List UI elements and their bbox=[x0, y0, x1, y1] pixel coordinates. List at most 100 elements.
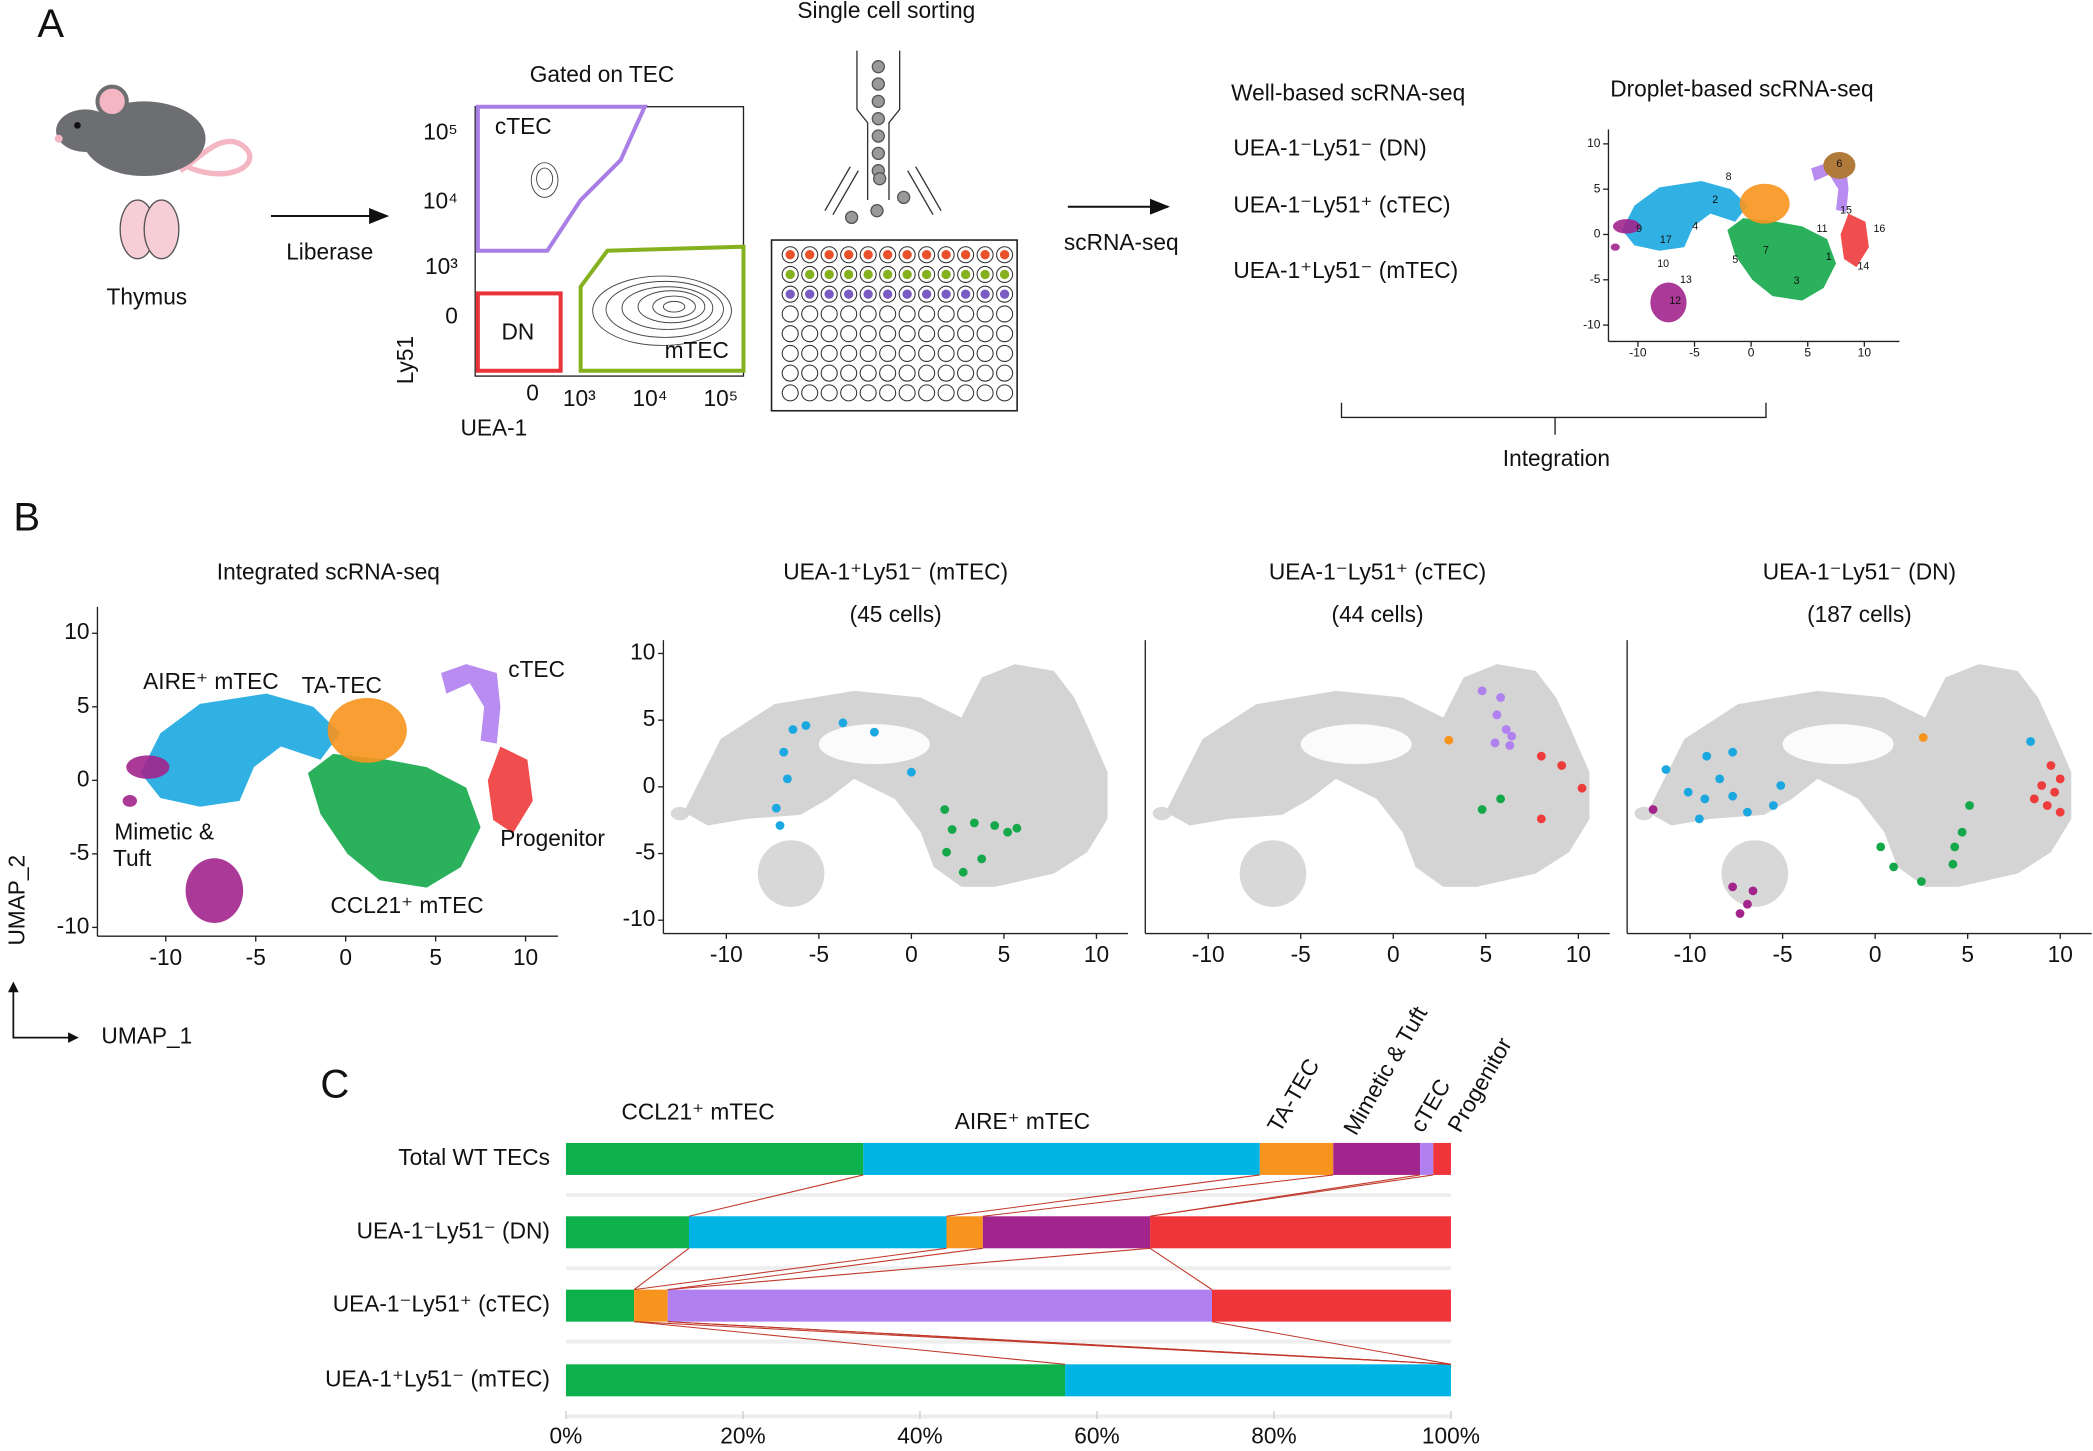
y-tick-label: 10⁴ bbox=[423, 188, 458, 214]
cell bbox=[902, 250, 912, 260]
cell-cloud bbox=[1647, 664, 2072, 887]
y-tick-label: -10 bbox=[57, 912, 90, 938]
cluster-label: Progenitor bbox=[500, 825, 605, 851]
well bbox=[898, 384, 916, 402]
well bbox=[957, 305, 975, 323]
series-label: TA-TEC bbox=[1262, 1054, 1325, 1136]
x-tick-label: 0 bbox=[905, 941, 918, 967]
connector bbox=[946, 1174, 1260, 1217]
well bbox=[820, 325, 838, 343]
y-tick-label: 5 bbox=[1594, 181, 1601, 195]
well bbox=[937, 325, 955, 343]
gate-label: cTEC bbox=[495, 113, 552, 139]
cluster-number: 3 bbox=[1794, 275, 1800, 287]
panel-subtitle: (187 cells) bbox=[1807, 601, 1912, 627]
well bbox=[801, 344, 819, 362]
well bbox=[859, 364, 877, 382]
cell bbox=[902, 289, 912, 299]
cell-point bbox=[2037, 781, 2047, 790]
bar-segment bbox=[1419, 1142, 1434, 1175]
droplet bbox=[871, 77, 885, 91]
series-label: AIRE⁺ mTEC bbox=[955, 1108, 1090, 1134]
y-tick-label: 5 bbox=[77, 692, 90, 718]
droplet bbox=[871, 146, 885, 161]
cell-point bbox=[958, 867, 968, 877]
cell bbox=[882, 250, 893, 260]
well bbox=[879, 364, 897, 382]
cell bbox=[921, 250, 932, 260]
cluster-number: 13 bbox=[1680, 274, 1692, 286]
y-tick-label: -5 bbox=[1590, 272, 1601, 286]
gate-label: mTEC bbox=[665, 337, 729, 363]
well bbox=[898, 344, 916, 362]
cluster-number: 17 bbox=[1660, 234, 1672, 246]
x-tick-label: 0% bbox=[550, 1423, 583, 1449]
well bbox=[801, 325, 819, 343]
umap bbox=[122, 664, 533, 923]
cluster-number: 2 bbox=[1712, 194, 1718, 206]
cell bbox=[941, 289, 951, 299]
facs-plot bbox=[474, 104, 746, 377]
cluster bbox=[1634, 806, 1654, 821]
y-tick-label: 10 bbox=[64, 618, 89, 644]
well bbox=[937, 384, 955, 402]
bar-segment bbox=[946, 1216, 983, 1249]
well bbox=[976, 325, 994, 343]
cluster-number: 1 bbox=[1826, 251, 1832, 263]
cell-point bbox=[1444, 735, 1454, 745]
cell bbox=[980, 250, 990, 260]
method-label: scRNA-seq bbox=[1064, 229, 1179, 255]
bar-segment bbox=[1333, 1142, 1420, 1175]
cell-point bbox=[1950, 842, 1960, 852]
cell-cloud bbox=[1165, 664, 1590, 887]
well bbox=[840, 364, 858, 382]
cell bbox=[960, 250, 971, 260]
y-tick-label: 0 bbox=[445, 302, 458, 328]
x-tick-label: 10⁴ bbox=[633, 385, 668, 411]
gate-label: DN bbox=[502, 318, 535, 344]
cell-point bbox=[779, 747, 789, 757]
row-label: UEA-1⁻Ly51⁻ (DN) bbox=[357, 1217, 550, 1243]
well bbox=[996, 344, 1014, 362]
well bbox=[859, 384, 877, 402]
integration-label: Integration bbox=[1503, 445, 1610, 471]
cell-cloud bbox=[683, 664, 1108, 887]
well bbox=[820, 305, 838, 323]
cell-point bbox=[1702, 751, 1712, 761]
panel-title: UEA-1⁻Ly51⁻ (DN) bbox=[1763, 558, 1956, 584]
connector bbox=[667, 1247, 983, 1291]
cell-point bbox=[1661, 765, 1671, 774]
cell-point bbox=[1728, 882, 1738, 892]
row-label: UEA-1⁻Ly51⁺ (cTEC) bbox=[333, 1291, 550, 1317]
cluster-number: 5 bbox=[1732, 254, 1738, 266]
cell-point bbox=[1743, 899, 1752, 909]
well bbox=[918, 344, 936, 362]
x-tick-label: 20% bbox=[720, 1423, 765, 1449]
cell-point bbox=[1577, 783, 1587, 793]
y-tick-label: 0 bbox=[1594, 227, 1601, 241]
bar-segment bbox=[1150, 1216, 1451, 1249]
y-axis-label: Ly51 bbox=[392, 336, 418, 384]
bar-segment bbox=[1433, 1142, 1451, 1175]
well bbox=[781, 325, 799, 343]
y-tick-label: 10 bbox=[1587, 136, 1601, 150]
cell-point bbox=[1948, 859, 1958, 869]
well bbox=[996, 384, 1014, 402]
x-tick-label: 5 bbox=[1804, 346, 1811, 360]
integration-bracket bbox=[1340, 402, 1767, 435]
cell-point bbox=[771, 803, 781, 813]
umap bbox=[1152, 664, 1590, 907]
x-tick-label: 5 bbox=[998, 941, 1011, 967]
x-tick-label: 10 bbox=[1084, 941, 1109, 967]
cell bbox=[844, 289, 854, 299]
cell bbox=[882, 269, 893, 280]
cluster bbox=[1840, 213, 1869, 268]
cell-point bbox=[1507, 731, 1517, 741]
cluster bbox=[1650, 282, 1687, 323]
thymus bbox=[119, 199, 180, 260]
well bbox=[918, 305, 936, 323]
well bbox=[801, 364, 819, 382]
cell bbox=[999, 269, 1010, 280]
connector bbox=[667, 1321, 1451, 1365]
